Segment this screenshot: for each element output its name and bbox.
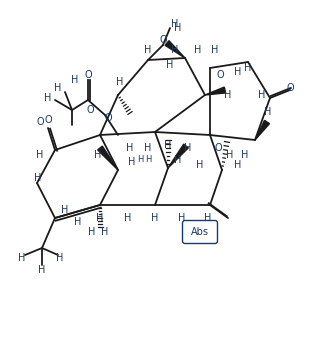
Polygon shape — [98, 146, 118, 170]
Text: O: O — [216, 70, 224, 80]
Text: H: H — [264, 107, 272, 117]
Text: O: O — [84, 70, 92, 80]
Text: H: H — [204, 213, 212, 223]
Text: H: H — [226, 150, 234, 160]
Text: H: H — [211, 45, 219, 55]
Text: H: H — [171, 45, 179, 55]
FancyBboxPatch shape — [183, 221, 217, 244]
Text: H: H — [166, 60, 174, 70]
Text: O: O — [214, 143, 222, 153]
Text: H: H — [137, 156, 143, 165]
Text: H: H — [196, 160, 204, 170]
Text: Abs: Abs — [191, 227, 209, 237]
Text: H: H — [54, 83, 62, 93]
Text: H: H — [234, 67, 242, 77]
Text: H: H — [174, 23, 182, 33]
Text: H: H — [124, 213, 132, 223]
Text: H: H — [96, 213, 104, 223]
Text: H: H — [164, 140, 172, 150]
Text: O: O — [36, 117, 44, 127]
Text: H: H — [88, 227, 96, 237]
Text: H: H — [101, 227, 109, 237]
Text: H: H — [174, 155, 182, 165]
Text: H: H — [151, 213, 159, 223]
Text: H: H — [74, 217, 82, 227]
Polygon shape — [168, 144, 188, 168]
Text: H: H — [184, 143, 192, 153]
Text: H: H — [244, 63, 252, 73]
Text: O: O — [104, 113, 112, 123]
Text: H: H — [144, 45, 152, 55]
Text: H: H — [34, 173, 42, 183]
Text: O: O — [159, 35, 167, 45]
Text: H: H — [38, 265, 46, 275]
Text: H: H — [56, 253, 64, 263]
Text: H: H — [258, 90, 266, 100]
Text: H: H — [126, 143, 134, 153]
Text: H: H — [194, 45, 202, 55]
Polygon shape — [165, 41, 185, 58]
Text: H: H — [224, 90, 232, 100]
Text: H: H — [94, 150, 102, 160]
Text: H: H — [241, 150, 249, 160]
Text: O: O — [44, 115, 52, 125]
Text: H: H — [171, 19, 179, 29]
Text: H: H — [71, 75, 79, 85]
Text: H: H — [144, 143, 152, 153]
Text: O: O — [286, 83, 294, 93]
Text: H: H — [234, 160, 242, 170]
Text: H: H — [18, 253, 26, 263]
Polygon shape — [255, 120, 270, 140]
Text: H: H — [36, 150, 44, 160]
Text: H: H — [61, 205, 69, 215]
Polygon shape — [205, 87, 226, 95]
Text: H: H — [116, 77, 124, 87]
Text: H: H — [145, 156, 151, 165]
Text: H: H — [44, 93, 52, 103]
Text: O: O — [86, 105, 94, 115]
Text: H: H — [178, 213, 186, 223]
Text: H: H — [128, 157, 136, 167]
